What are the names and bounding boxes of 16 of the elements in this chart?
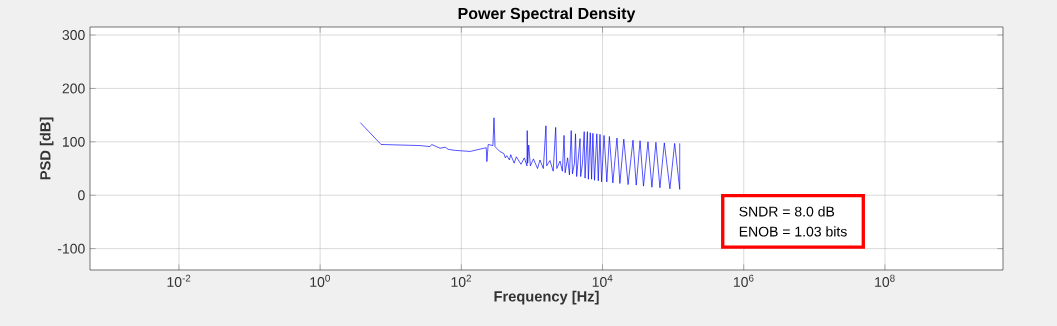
y-tick-label: -100 [57,243,85,254]
y-axis-title: PSD [dB] [39,117,54,180]
x-axis-title: Frequency [Hz] [494,290,599,305]
annotation: ENOB = 1.03 bits [739,226,847,237]
x-tick-label: 10$^{4}$ [592,274,613,287]
y-tick-label: 200 [62,83,85,94]
annotation: SNDR = 8.0 dB [739,206,835,217]
y-tick-label: 100 [63,136,85,147]
x-tick-label: 10$^{2}$ [451,274,472,287]
y-tick-label: 0 [78,190,85,201]
y-tick-label: 300 [62,30,85,40]
x-tick-label: 10$^{6}$ [733,274,754,287]
x-tick-label: 10$^{-2}$ [167,274,191,287]
x-tick-label: 10$^{0}$ [310,274,330,287]
chart-title: Power Spectral Density [458,7,636,23]
x-tick-label: 10$^{8}$ [875,274,895,287]
